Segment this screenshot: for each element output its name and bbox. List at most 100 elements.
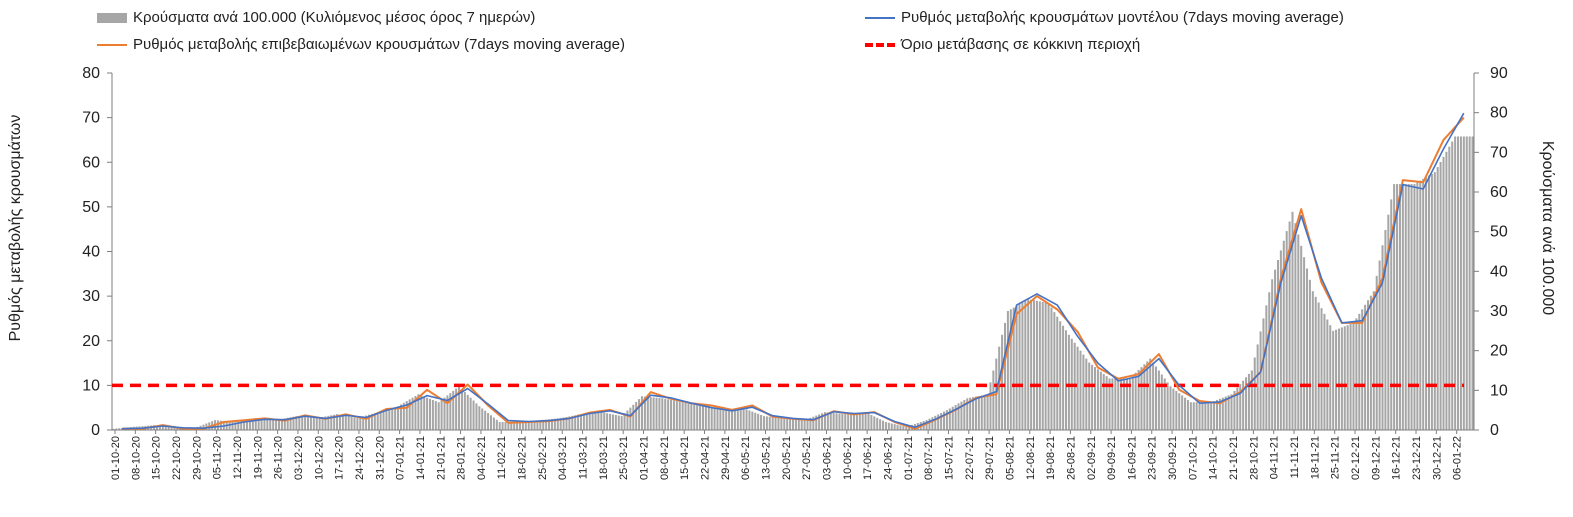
legend-swatch-bars [97, 12, 127, 23]
bar [696, 405, 699, 430]
x-tick-label: 22-04-21 [700, 436, 712, 480]
bar [1427, 175, 1430, 430]
bar [765, 416, 768, 430]
bar [289, 417, 292, 430]
bar [548, 419, 551, 430]
bar [1448, 146, 1451, 431]
bar [370, 413, 373, 430]
bar [638, 399, 641, 430]
bar [1285, 231, 1288, 430]
bar [1300, 245, 1303, 430]
bar [243, 420, 246, 430]
bar [382, 410, 385, 430]
x-tick-label: 16-09-21 [1126, 436, 1138, 480]
x-tick-label: 12-08-21 [1025, 436, 1037, 480]
bar [1006, 311, 1009, 430]
bar [492, 417, 495, 430]
bar [1308, 279, 1311, 430]
bar [882, 420, 885, 430]
bar [829, 412, 832, 430]
x-tick-label: 05-11-20 [212, 436, 224, 479]
bar [948, 408, 951, 430]
x-tick-label: 30-09-21 [1167, 436, 1179, 480]
bar [545, 419, 548, 430]
y-right-tick-label: 20 [1490, 343, 1508, 360]
bar [1343, 326, 1346, 430]
bar [655, 397, 658, 430]
bar [1082, 354, 1085, 430]
bar [434, 401, 437, 430]
bar [385, 409, 388, 430]
x-tick-label: 01-10-20 [110, 436, 122, 480]
bar [164, 426, 167, 430]
bar [397, 406, 400, 430]
bar [1320, 308, 1323, 430]
bar [449, 393, 452, 430]
x-tick-label: 08-07-21 [923, 436, 935, 480]
bar [664, 398, 667, 430]
bar [248, 419, 251, 430]
bar [577, 414, 580, 430]
bar [850, 413, 853, 430]
bar [1163, 378, 1166, 430]
bar [716, 409, 719, 430]
bar [501, 422, 504, 430]
x-tick-label: 03-12-20 [293, 436, 305, 480]
bar [646, 396, 649, 430]
bar [1157, 370, 1160, 430]
bar [1001, 334, 1004, 430]
bar [1425, 177, 1428, 430]
bar [1096, 369, 1099, 430]
x-tick-label: 02-09-21 [1086, 436, 1098, 480]
bar [1291, 211, 1294, 430]
bar [156, 425, 159, 430]
x-tick-label: 26-08-21 [1065, 436, 1077, 480]
bar [1102, 373, 1105, 430]
bar [1369, 295, 1372, 430]
bar [992, 370, 995, 430]
x-tick-label: 25-02-21 [537, 436, 549, 480]
bar [876, 417, 879, 430]
bar [307, 417, 310, 430]
bar [1404, 184, 1407, 430]
bar [489, 415, 492, 430]
bar [1390, 199, 1393, 430]
x-tick-label: 19-11-20 [252, 436, 264, 479]
bar [1265, 305, 1268, 430]
y-left-tick-label: 60 [82, 154, 100, 171]
legend-label-threshold: Όριο μετάβασης σε κόκκινη περιοχή [901, 36, 1141, 53]
x-tick-label: 01-04-21 [639, 436, 651, 480]
bar [431, 399, 434, 430]
bar [945, 410, 948, 430]
x-tick-label: 09-09-21 [1106, 436, 1118, 480]
bar [585, 413, 588, 430]
bar [780, 417, 783, 430]
bar [864, 412, 867, 430]
bar [1079, 350, 1082, 430]
bar [855, 413, 858, 430]
bar [597, 412, 600, 430]
bar [559, 418, 562, 430]
bar [399, 404, 402, 430]
bar [806, 418, 809, 430]
y-left-tick-label: 50 [82, 199, 100, 216]
bar [1149, 358, 1152, 430]
y-right-tick-label: 90 [1490, 65, 1508, 82]
bar [1276, 260, 1279, 430]
bar [481, 408, 484, 430]
bar [286, 417, 289, 430]
bar [1021, 302, 1024, 430]
bar [867, 413, 870, 430]
bar [443, 397, 446, 430]
bar [350, 416, 353, 430]
y-right-tick-label: 10 [1490, 382, 1508, 399]
bar [1024, 300, 1027, 430]
bar [963, 399, 966, 430]
bar [295, 416, 298, 430]
bar [977, 396, 980, 430]
bar [1340, 327, 1343, 430]
bar [1393, 184, 1396, 430]
bar [672, 400, 675, 430]
bar [170, 426, 173, 430]
